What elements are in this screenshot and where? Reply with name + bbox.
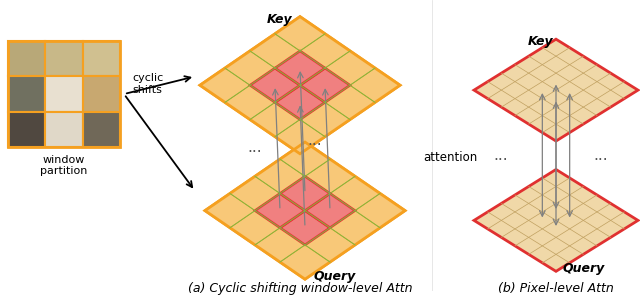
- Bar: [83, 76, 120, 112]
- Polygon shape: [300, 68, 350, 102]
- Text: Query: Query: [563, 262, 605, 275]
- Polygon shape: [275, 85, 325, 119]
- Polygon shape: [255, 159, 305, 193]
- Text: ...: ...: [308, 132, 323, 148]
- Bar: [8, 41, 120, 147]
- Polygon shape: [305, 193, 355, 228]
- Polygon shape: [330, 176, 380, 211]
- Bar: [83, 41, 120, 76]
- Polygon shape: [355, 193, 405, 228]
- Polygon shape: [205, 193, 255, 228]
- Polygon shape: [255, 193, 305, 228]
- Polygon shape: [305, 159, 355, 193]
- Polygon shape: [280, 176, 330, 211]
- Polygon shape: [474, 170, 638, 271]
- Polygon shape: [280, 142, 330, 176]
- Bar: [83, 112, 120, 147]
- Text: (b) Pixel-level Attn: (b) Pixel-level Attn: [498, 282, 614, 295]
- Polygon shape: [250, 102, 300, 137]
- Polygon shape: [200, 17, 400, 154]
- Polygon shape: [325, 51, 375, 85]
- Polygon shape: [250, 34, 300, 68]
- Polygon shape: [300, 34, 350, 68]
- Bar: [8, 112, 45, 147]
- Polygon shape: [280, 245, 330, 279]
- Text: attention: attention: [423, 151, 477, 164]
- Text: (a) Cyclic shifting window-level Attn: (a) Cyclic shifting window-level Attn: [188, 282, 412, 295]
- Polygon shape: [230, 211, 280, 245]
- Polygon shape: [325, 85, 375, 119]
- Polygon shape: [280, 211, 330, 245]
- Polygon shape: [275, 51, 325, 85]
- Polygon shape: [250, 68, 300, 102]
- Bar: [8, 41, 45, 76]
- Bar: [45, 112, 83, 147]
- Polygon shape: [255, 228, 305, 262]
- Text: Key: Key: [267, 13, 293, 26]
- Polygon shape: [330, 211, 380, 245]
- Text: Query: Query: [314, 270, 356, 283]
- Text: window
partition: window partition: [40, 155, 88, 176]
- Polygon shape: [305, 228, 355, 262]
- Polygon shape: [205, 142, 405, 279]
- Polygon shape: [300, 102, 350, 137]
- Bar: [45, 41, 83, 76]
- Polygon shape: [225, 85, 275, 119]
- Polygon shape: [200, 68, 250, 102]
- Bar: [8, 76, 45, 112]
- Polygon shape: [474, 39, 638, 141]
- Text: cyclic
shifts: cyclic shifts: [132, 73, 163, 95]
- Bar: [45, 76, 83, 112]
- Text: ...: ...: [493, 148, 508, 163]
- Polygon shape: [350, 68, 400, 102]
- Polygon shape: [275, 17, 325, 51]
- Text: Key: Key: [528, 35, 554, 48]
- Text: ...: ...: [248, 140, 262, 155]
- Polygon shape: [230, 176, 280, 211]
- Polygon shape: [275, 119, 325, 154]
- Text: ...: ...: [594, 148, 608, 163]
- Polygon shape: [225, 51, 275, 85]
